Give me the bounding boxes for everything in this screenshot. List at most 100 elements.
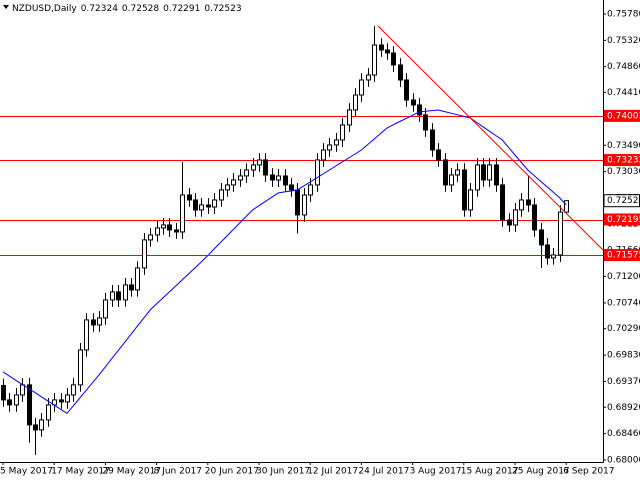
candle-body	[97, 317, 102, 326]
candle-body	[206, 204, 211, 208]
candle-body	[110, 291, 115, 301]
chart-header: NZDUSD,Daily 0.72324 0.72528 0.72291 0.72523	[12, 4, 242, 14]
x-tick-label: 6 Sep 2017	[563, 467, 614, 477]
x-tick-label: 5 May 2017	[0, 467, 53, 477]
candle-body	[308, 184, 313, 196]
candle-body	[404, 79, 409, 101]
symbol: NZDUSD,Daily	[12, 4, 77, 14]
candle-body	[391, 52, 396, 66]
y-tick-label: 0.68000	[607, 455, 640, 465]
candle-body	[71, 384, 76, 396]
candle-body	[526, 199, 531, 206]
candle-body	[340, 124, 345, 141]
candle-body	[135, 267, 140, 291]
candle-body	[558, 211, 563, 256]
candle-body	[366, 74, 371, 81]
candle-body	[436, 149, 441, 161]
open-value: 0.72324	[81, 4, 118, 14]
candle-body	[193, 199, 198, 211]
candle-body	[417, 104, 422, 116]
candle-body	[315, 159, 320, 186]
candle-body	[353, 94, 358, 111]
candle-body	[155, 227, 160, 236]
candle-body	[372, 44, 377, 76]
candle-body	[481, 164, 486, 181]
x-tick-label: 17 May 2017	[51, 467, 110, 477]
candle-body	[46, 404, 51, 421]
candle-body	[500, 184, 505, 221]
candle-body	[33, 424, 38, 431]
candle-body	[385, 49, 390, 54]
level-label: 0.74003	[607, 111, 640, 121]
plot-area	[0, 26, 603, 455]
candle-body	[244, 169, 249, 177]
level-label: 0.71575	[607, 251, 640, 261]
level-label-box	[604, 249, 640, 262]
candle-body	[321, 149, 326, 161]
candle-body	[103, 299, 108, 319]
candle-body	[507, 219, 512, 226]
header-icon	[3, 5, 9, 9]
candle-body	[142, 239, 147, 269]
low-value: 0.72291	[163, 4, 200, 14]
x-tick-label: 29 May 2017	[102, 467, 161, 477]
candle-body	[347, 109, 352, 126]
candle-body	[257, 159, 262, 166]
candle-body	[7, 399, 12, 406]
candle-body	[212, 199, 217, 208]
candle-body	[225, 184, 230, 191]
candle-body	[532, 204, 537, 231]
candle-body	[423, 114, 428, 131]
candle-body	[263, 159, 268, 176]
candle-body	[65, 394, 70, 403]
candle-body	[468, 189, 473, 211]
candle-body	[545, 244, 550, 259]
high-value: 0.72528	[122, 4, 159, 14]
candle-body	[295, 189, 300, 216]
candle-body	[398, 64, 403, 81]
candle-body	[27, 384, 32, 426]
current-price-label: 0.72523	[607, 196, 640, 206]
candle-body	[302, 194, 307, 216]
candle-body	[187, 194, 192, 201]
candle-body	[519, 199, 524, 211]
candle-body	[129, 284, 134, 291]
candle-body	[84, 319, 89, 351]
candle-body	[238, 175, 243, 181]
candle-body	[513, 209, 518, 226]
candle-body	[449, 174, 454, 186]
candle-body	[161, 224, 166, 229]
candle-body	[270, 174, 275, 181]
candle-body	[251, 164, 256, 171]
x-tick-label: 3 Aug 2017	[410, 467, 462, 477]
level-label: 0.72195	[607, 215, 640, 225]
candle-body	[359, 79, 364, 96]
x-tick-label: 25 Aug 2017	[512, 467, 570, 477]
candle-body	[167, 224, 172, 231]
candle-body	[59, 399, 64, 403]
candle-body	[334, 139, 339, 146]
candle-body	[39, 419, 44, 431]
candle-body	[327, 144, 332, 151]
x-tick-label: 15 Aug 2017	[461, 467, 519, 477]
candle-body	[462, 169, 467, 211]
level-label-box	[604, 213, 640, 226]
axis-labels: 0.757800.753200.748600.744100.739500.734…	[0, 9, 640, 477]
x-tick-label: 30 Jun 2017	[256, 467, 310, 477]
candle-body	[219, 189, 224, 201]
candle-body	[148, 234, 153, 241]
candle-body	[1, 384, 6, 401]
